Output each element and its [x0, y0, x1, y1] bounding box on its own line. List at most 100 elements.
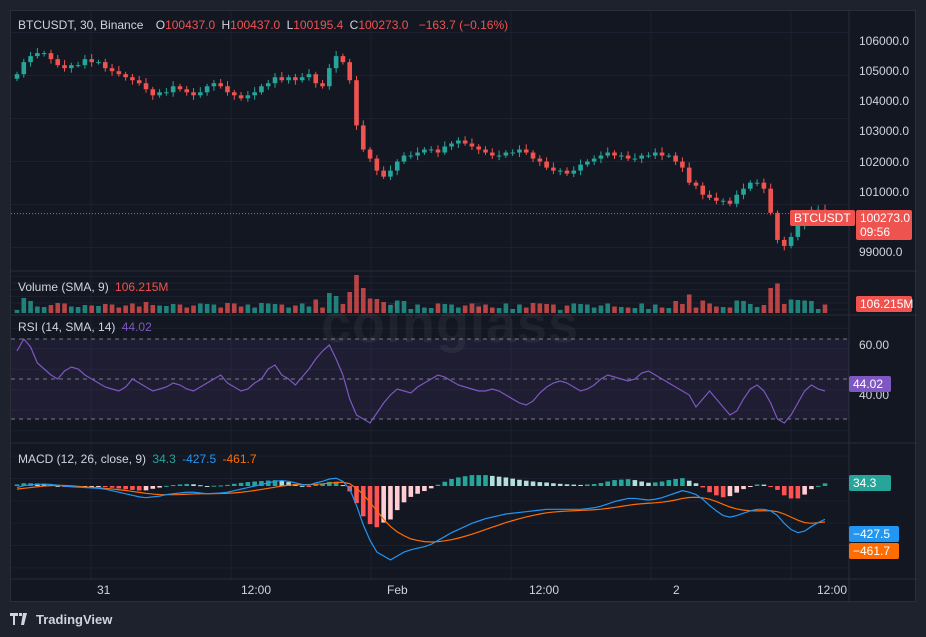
volume-bar	[775, 283, 780, 313]
macd-histogram-bar	[150, 486, 156, 489]
volume-bar	[170, 304, 176, 313]
candle-body	[265, 83, 271, 87]
candle-body	[748, 182, 753, 189]
macd-histogram-bar	[510, 478, 515, 486]
macd-histogram-bar	[748, 486, 753, 487]
macd-histogram-bar	[333, 481, 339, 486]
candle-body	[313, 74, 319, 84]
time-axis-label: Feb	[387, 583, 408, 597]
volume-bar	[496, 308, 502, 313]
macd-histogram-bar	[170, 485, 176, 487]
macd-histogram-bar	[686, 480, 692, 486]
macd-histogram-bar	[14, 484, 20, 486]
volume-bar	[96, 306, 101, 313]
candle-body	[299, 77, 305, 81]
volume-bar	[75, 307, 81, 313]
volume-bar	[469, 303, 475, 313]
volume-bar	[367, 298, 373, 313]
candle-body	[204, 86, 210, 93]
macd-histogram-bar	[612, 480, 617, 486]
candle-body	[415, 152, 420, 156]
candle-body	[585, 161, 590, 165]
volume-bar	[510, 309, 515, 313]
price-axis-label: 106000.0	[859, 34, 910, 49]
ohlc-legend[interactable]: BTCUSDT, 30, Binance O100437.0 H100437.0…	[18, 18, 511, 32]
rsi-legend[interactable]: RSI (14, SMA, 14) 44.02	[18, 320, 155, 334]
last-price-tag: 100273.0	[856, 210, 912, 226]
volume-bar	[89, 305, 94, 313]
close-value: 100273.0	[358, 18, 409, 32]
candle-body	[136, 80, 142, 84]
time-axis-label: 12:00	[817, 583, 848, 597]
macd-histogram-bar	[157, 486, 162, 488]
rsi-label: RSI (14, SMA, 14)	[18, 320, 116, 334]
volume-bar	[666, 308, 672, 313]
rsi-line	[16, 337, 826, 424]
volume-bar	[293, 305, 298, 313]
candle-body	[673, 155, 678, 162]
candle-body	[632, 158, 638, 160]
candle-body	[327, 68, 332, 87]
macd-histogram-bar	[578, 484, 583, 486]
macd-histogram-bar	[456, 477, 461, 486]
macd-histogram-bar	[279, 480, 285, 486]
change-value: −163.7 (−0.16%)	[418, 18, 509, 32]
macd-histogram-bar	[754, 484, 760, 486]
candle-body	[476, 146, 482, 150]
volume-bar	[680, 304, 685, 313]
macd-histogram-bar	[286, 482, 291, 486]
macd-histogram-bar	[231, 483, 237, 486]
macd-histogram-bar	[503, 477, 509, 486]
macd-histogram-bar	[625, 479, 631, 486]
macd-histogram-bar	[483, 475, 488, 486]
volume-bar	[415, 304, 420, 313]
volume-bar	[754, 307, 760, 313]
chart-frame[interactable]: coinglass BTCUSDT, 30, Binance O100437.0…	[10, 10, 917, 603]
candle-body	[530, 152, 536, 159]
macd-histogram-bar	[700, 486, 706, 488]
candle-body	[340, 56, 346, 63]
candle-body	[754, 182, 760, 184]
volume-bar	[360, 288, 366, 313]
volume-bar	[659, 307, 665, 313]
countdown-tag: 09:56	[856, 224, 912, 240]
candle-body	[89, 59, 94, 63]
chart-canvas[interactable]	[11, 11, 917, 603]
candle-body	[102, 62, 108, 69]
macd-histogram-bar	[360, 486, 366, 517]
volume-bar	[720, 307, 726, 313]
candle-body	[35, 53, 40, 57]
volume-bar	[231, 303, 237, 313]
volume-legend[interactable]: Volume (SMA, 9) 106.215M	[18, 280, 171, 294]
candle-body	[489, 152, 495, 156]
candle-body	[143, 83, 149, 90]
macd-histogram-bar	[741, 486, 746, 490]
candle-body	[571, 170, 577, 174]
candle-body	[456, 140, 461, 144]
time-axis-label: 31	[97, 583, 111, 597]
symbol-title[interactable]: BTCUSDT, 30, Binance	[18, 18, 144, 32]
volume-bar	[123, 305, 128, 313]
volume-bar	[394, 300, 400, 313]
price-axis-label: 102000.0	[859, 154, 910, 169]
macd-legend[interactable]: MACD (12, 26, close, 9) 34.3 -427.5 -461…	[18, 452, 260, 466]
candle-body	[781, 239, 787, 246]
symbol-price-tag: BTCUSDT	[790, 210, 855, 226]
candle-body	[177, 86, 183, 90]
volume-bar	[571, 303, 577, 313]
candle-body	[591, 158, 597, 162]
candle-body	[82, 59, 88, 66]
macd-histogram-bar	[781, 486, 787, 496]
volume-bar	[517, 304, 522, 313]
volume-bar	[551, 304, 556, 313]
macd-histogram-bar	[102, 486, 108, 487]
volume-bar	[557, 310, 563, 313]
volume-bar	[734, 300, 740, 313]
volume-bar	[130, 303, 135, 313]
macd-histogram-bar	[143, 486, 149, 491]
candle-body	[388, 170, 393, 177]
macd-histogram-bar	[164, 485, 169, 487]
tradingview-logo-icon	[10, 613, 27, 625]
macd-histogram-bar	[571, 484, 577, 486]
volume-bar	[225, 303, 230, 313]
